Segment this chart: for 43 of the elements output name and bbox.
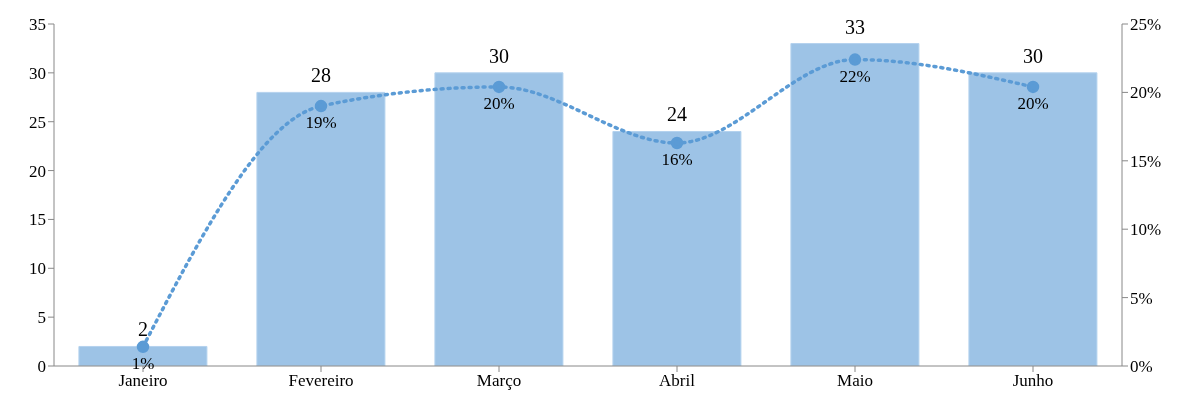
y2-tick-label: 25% [1130,15,1162,35]
bar [612,130,742,366]
point [1026,80,1040,94]
point [136,340,150,354]
data-label: 16% [661,150,693,170]
y2-tick-label: 5% [1130,288,1153,308]
data-label: 20% [1017,93,1049,113]
data-label: 28 [310,64,331,87]
y-tick-label: 0 [37,357,46,377]
data-label: 2 [137,318,148,341]
data-label: 19% [305,113,337,133]
x-tick-label: Abril [659,371,696,391]
y-tick-label: 20 [29,161,46,181]
y-tick-label: 10 [29,259,46,279]
x-tick-label: Janeiro [118,371,168,391]
x-tick-label: Fevereiro [288,371,354,391]
data-label: 22% [839,66,871,86]
point [492,80,506,94]
y-tick-label: 25 [29,112,46,132]
bar [968,72,1098,366]
y2-tick-label: 15% [1130,151,1162,171]
y-tick-label: 5 [37,308,46,328]
bar [256,91,386,366]
data-label: 20% [483,93,515,113]
point [670,136,684,150]
y-tick-label: 15 [29,210,46,230]
x-tick-label: Março [476,371,522,391]
data-label: 30 [1022,44,1043,67]
x-tick-label: Junho [1012,371,1054,391]
y2-tick-label: 20% [1130,83,1162,103]
y2-tick-label: 0% [1130,357,1153,377]
point [848,53,862,66]
bar [434,72,564,366]
bar [790,43,920,366]
data-label: 1% [131,353,155,373]
data-label: 24 [666,103,687,126]
y-tick-label: 30 [29,63,46,83]
y2-tick-label: 10% [1130,220,1162,240]
data-label: 30 [488,44,509,67]
y-tick-label: 35 [29,15,46,35]
data-label: 33 [844,15,865,38]
x-tick-label: Maio [837,371,873,391]
point [314,99,328,113]
